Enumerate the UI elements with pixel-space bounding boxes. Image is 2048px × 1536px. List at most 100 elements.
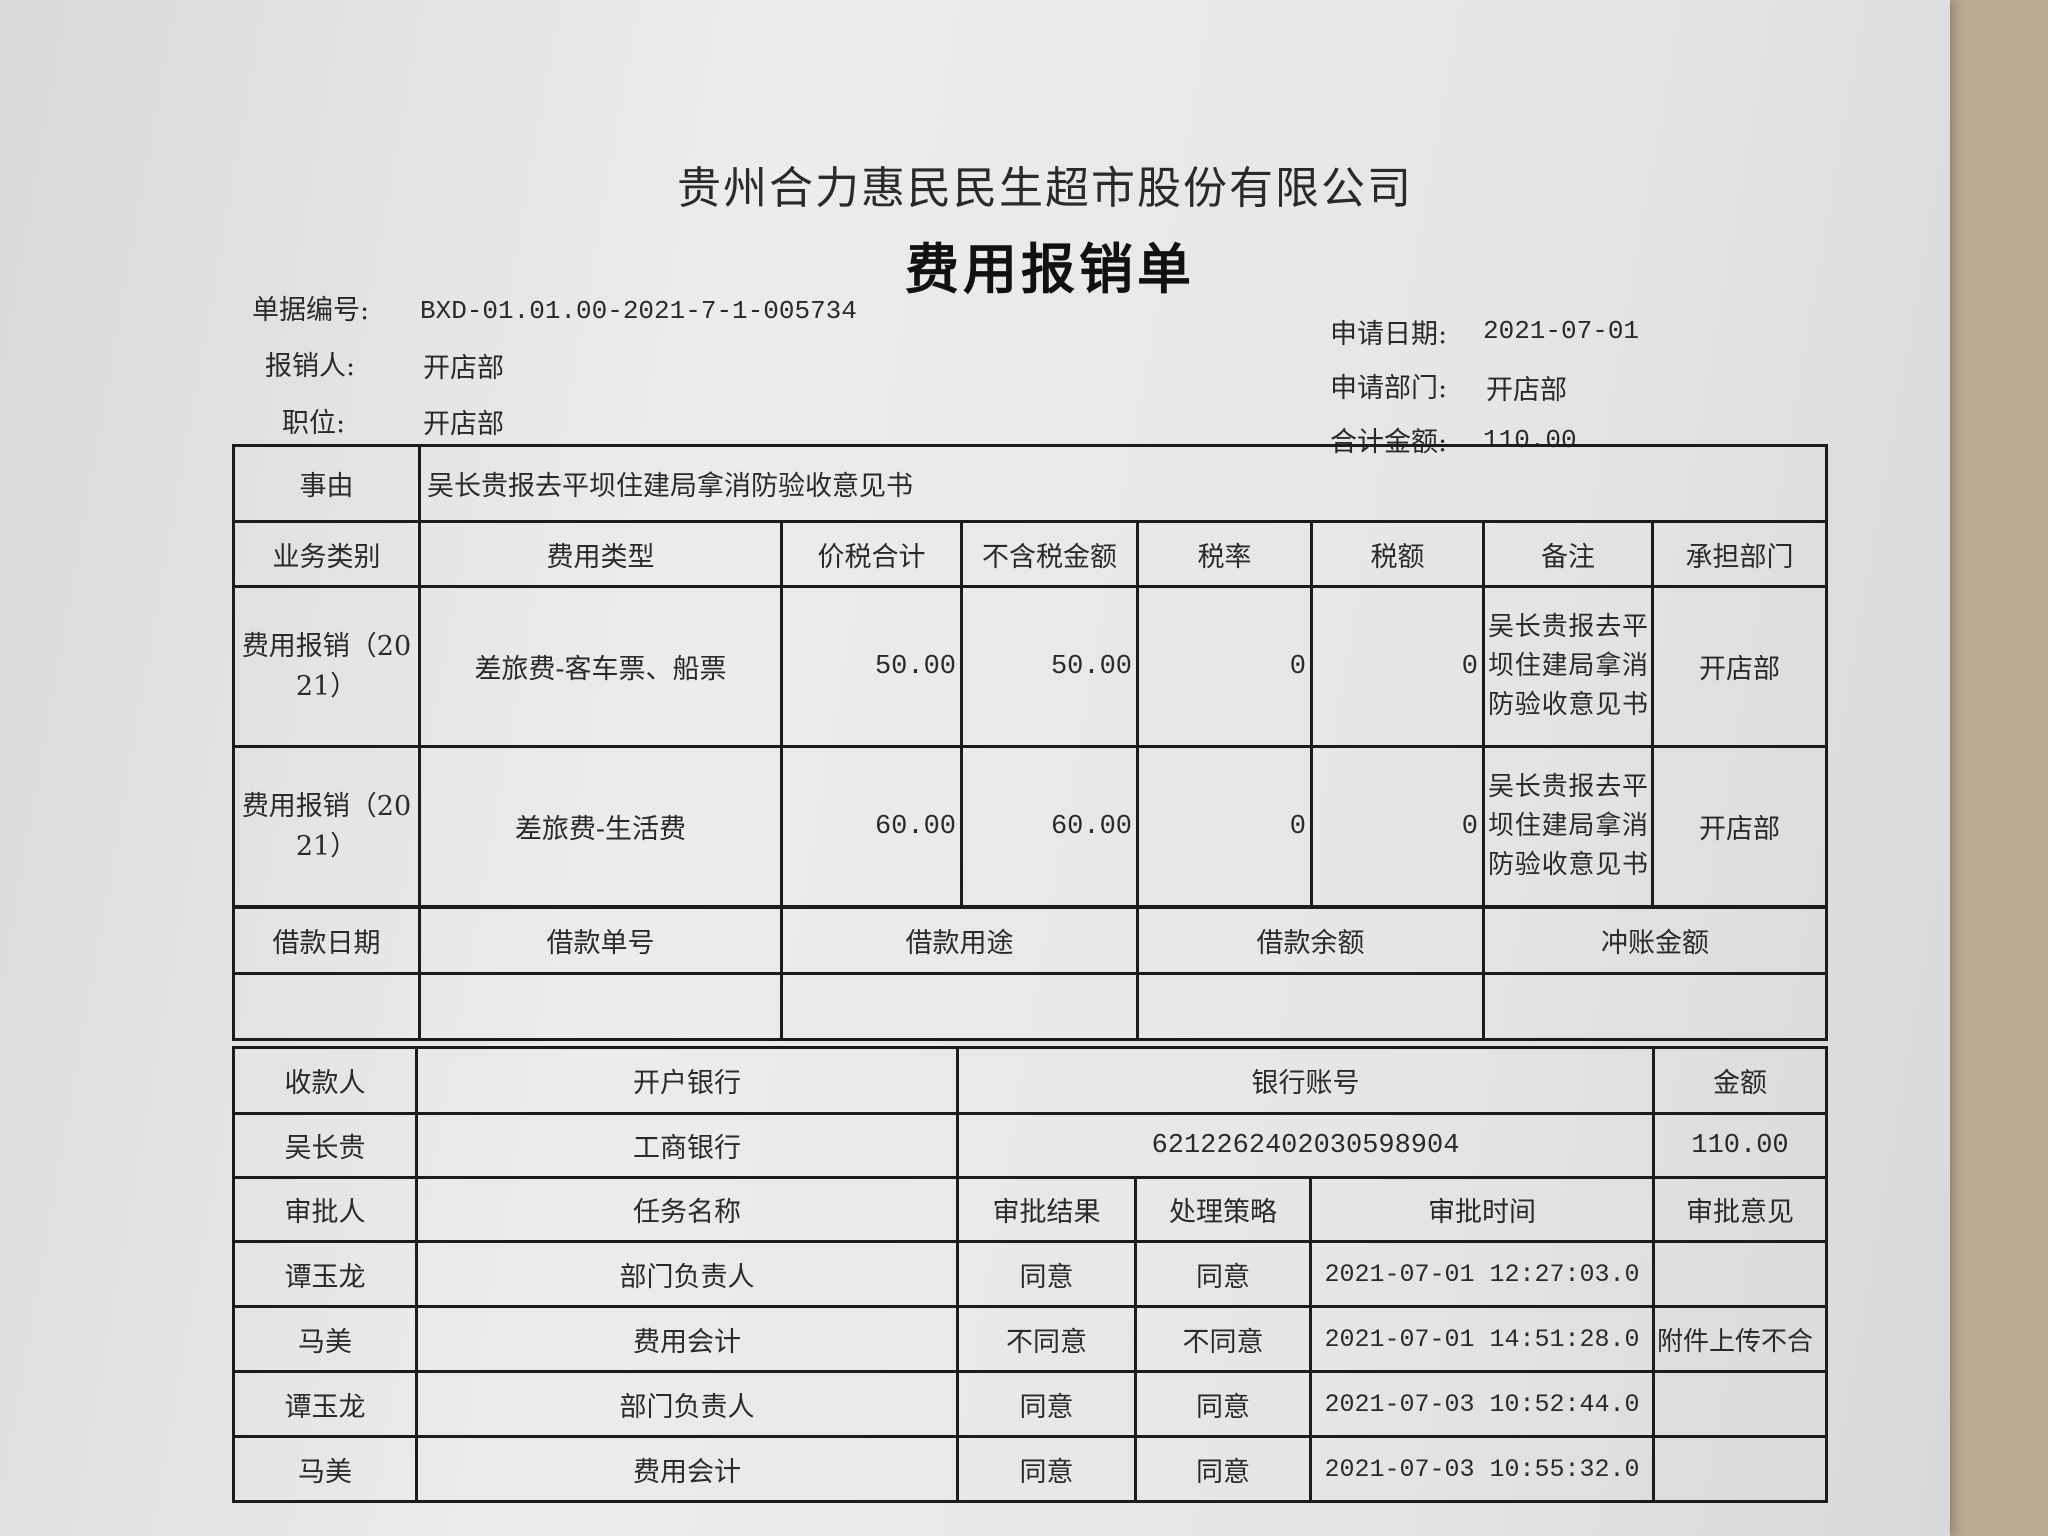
payee-approval-table: 收款人 开户银行 银行账号 金额 吴长贵 工商银行 62122624020305…	[232, 1046, 1828, 1503]
strategy: 同意	[1134, 1435, 1312, 1503]
net: 50.00	[960, 585, 1139, 748]
header-loan-date: 借款日期	[232, 906, 421, 975]
payee-amount: 110.00	[1652, 1112, 1828, 1179]
dept: 开店部	[1650, 745, 1829, 908]
payee-header-row: 收款人 开户银行 银行账号 金额	[232, 1046, 1828, 1115]
note: 吴长贵报去平坝住建局拿消防验收意见书	[1482, 585, 1654, 748]
header-loan-no: 借款单号	[418, 906, 783, 975]
rate: 0	[1136, 585, 1313, 748]
reason-value: 吴长贵报去平坝住建局拿消防验收意见书	[417, 444, 1829, 523]
time: 2021-07-01 12:27:03.0	[1309, 1240, 1655, 1308]
expense-type: 差旅费-客车票、船票	[418, 585, 783, 748]
dept: 开店部	[1650, 585, 1829, 748]
header-type: 费用类型	[418, 520, 783, 588]
header-result: 审批结果	[956, 1176, 1137, 1243]
doc-no: BXD-01.01.00-2021-7-1-005734	[420, 296, 857, 326]
total: 60.00	[780, 745, 963, 908]
loan-table: 借款日期 借款单号 借款用途 借款余额 冲账金额	[232, 906, 1828, 1041]
result: 同意	[956, 1370, 1137, 1438]
position: 开店部	[423, 409, 504, 440]
reason-row: 事由 吴长贵报去平坝住建局拿消防验收意见书	[232, 444, 1829, 523]
opinion	[1652, 1435, 1828, 1503]
header-note: 备注	[1482, 520, 1654, 588]
strategy: 不同意	[1134, 1305, 1312, 1373]
table-row: 费用报销（2021） 差旅费-客车票、船票 50.00 50.00 0 0 吴长…	[232, 585, 1829, 748]
header-strategy: 处理策略	[1134, 1176, 1312, 1243]
header-opinion: 审批意见	[1652, 1176, 1828, 1243]
task: 部门负责人	[415, 1370, 959, 1438]
result: 同意	[956, 1240, 1137, 1308]
strategy: 同意	[1134, 1240, 1312, 1308]
empty-cell	[1136, 972, 1485, 1041]
loan-header-row: 借款日期 借款单号 借款用途 借款余额 冲账金额	[232, 906, 1828, 975]
header-loan-purpose: 借款用途	[780, 906, 1139, 975]
note: 吴长贵报去平坝住建局拿消防验收意见书	[1482, 745, 1654, 908]
tax: 0	[1310, 745, 1485, 908]
empty-cell	[1482, 972, 1828, 1041]
claimant: 开店部	[423, 353, 504, 384]
opinion	[1652, 1370, 1828, 1438]
task: 费用会计	[415, 1435, 959, 1503]
time: 2021-07-01 14:51:28.0	[1309, 1305, 1655, 1373]
payee-row: 吴长贵 工商银行 6212262402030598904 110.00	[232, 1112, 1828, 1179]
header-offset-amount: 冲账金额	[1482, 906, 1828, 975]
header-net: 不含税金额	[960, 520, 1139, 588]
header-account: 银行账号	[956, 1046, 1655, 1115]
apply-date: 2021-07-01	[1483, 316, 1640, 346]
opinion	[1652, 1240, 1828, 1308]
approver: 谭玉龙	[232, 1240, 418, 1308]
doc-no-label: 单据编号:	[252, 295, 370, 326]
apply-date-label: 申请日期:	[1330, 319, 1448, 350]
table-row: 谭玉龙 部门负责人 同意 同意 2021-07-01 12:27:03.0	[232, 1240, 1828, 1308]
header-approver: 审批人	[232, 1176, 418, 1243]
total: 50.00	[780, 585, 963, 748]
header-bank: 开户银行	[415, 1046, 959, 1115]
header-time: 审批时间	[1309, 1176, 1655, 1243]
approver: 马美	[232, 1305, 418, 1373]
header-dept: 承担部门	[1650, 520, 1829, 588]
header-payee: 收款人	[232, 1046, 418, 1115]
approval-header-row: 审批人 任务名称 审批结果 处理策略 审批时间 审批意见	[232, 1176, 1828, 1243]
apply-dept-label: 申请部门:	[1330, 373, 1448, 404]
approver: 马美	[232, 1435, 418, 1503]
company-name: 贵州合力惠民民生超市股份有限公司	[677, 163, 1413, 214]
tax: 0	[1310, 585, 1485, 748]
expense-header-row: 业务类别 费用类型 价税合计 不含税金额 税率 税额 备注 承担部门	[232, 520, 1829, 588]
payee-bank: 工商银行	[415, 1112, 959, 1179]
expense-table: 事由 吴长贵报去平坝住建局拿消防验收意见书 业务类别 费用类型 价税合计 不含税…	[232, 444, 1829, 908]
apply-dept: 开店部	[1486, 375, 1567, 406]
header-tax: 税额	[1310, 520, 1485, 588]
time: 2021-07-03 10:52:44.0	[1309, 1370, 1655, 1438]
header-total: 价税合计	[780, 520, 963, 588]
header-category: 业务类别	[232, 520, 421, 588]
category: 费用报销（2021）	[232, 745, 421, 908]
empty-cell	[232, 972, 421, 1041]
header-amount: 金额	[1652, 1046, 1828, 1115]
result: 不同意	[956, 1305, 1137, 1373]
table-row: 费用报销（2021） 差旅费-生活费 60.00 60.00 0 0 吴长贵报去…	[232, 745, 1829, 908]
payee-name: 吴长贵	[232, 1112, 418, 1179]
rate: 0	[1136, 745, 1313, 908]
table-row: 马美 费用会计 不同意 不同意 2021-07-01 14:51:28.0 附件…	[232, 1305, 1828, 1373]
payee-account: 6212262402030598904	[956, 1112, 1655, 1179]
claimant-label: 报销人:	[265, 351, 356, 382]
header-task: 任务名称	[415, 1176, 959, 1243]
task: 费用会计	[415, 1305, 959, 1373]
task: 部门负责人	[415, 1240, 959, 1308]
header-rate: 税率	[1136, 520, 1313, 588]
table-row: 马美 费用会计 同意 同意 2021-07-03 10:55:32.0	[232, 1435, 1828, 1503]
strategy: 同意	[1134, 1370, 1312, 1438]
position-label: 职位:	[282, 408, 346, 439]
loan-empty-row	[232, 972, 1828, 1041]
opinion: 附件上传不合	[1652, 1305, 1828, 1373]
approver: 谭玉龙	[232, 1370, 418, 1438]
form-title: 费用报销单	[905, 237, 1195, 301]
table-row: 谭玉龙 部门负责人 同意 同意 2021-07-03 10:52:44.0	[232, 1370, 1828, 1438]
net: 60.00	[960, 745, 1139, 908]
expense-type: 差旅费-生活费	[418, 745, 783, 908]
category: 费用报销（2021）	[232, 585, 421, 748]
reason-label: 事由	[232, 444, 421, 523]
time: 2021-07-03 10:55:32.0	[1309, 1435, 1655, 1503]
header-loan-balance: 借款余额	[1136, 906, 1485, 975]
empty-cell	[418, 972, 783, 1041]
